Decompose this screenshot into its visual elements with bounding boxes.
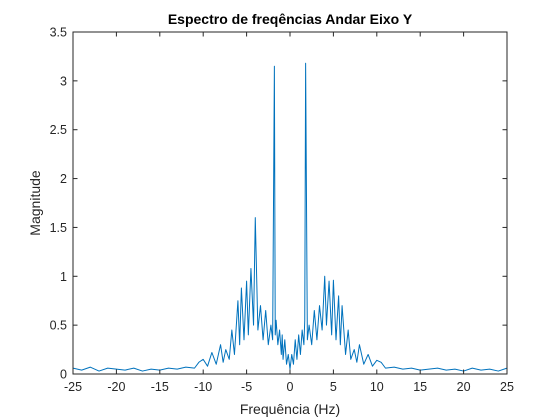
x-tick-label-8: 15: [413, 380, 427, 394]
y-axis-label: Magnitude: [27, 170, 43, 236]
y-tick-label-3: 1.5: [50, 221, 67, 235]
x-tick-label-1: -20: [107, 380, 125, 394]
x-tick-label-7: 10: [370, 380, 384, 394]
y-tick-label-1: 0.5: [50, 319, 67, 333]
x-tick-label-0: -25: [64, 380, 82, 394]
x-tick-label-2: -15: [151, 380, 169, 394]
axes-layer: -25 -20 -15 -10 -5 0 5 10 15 20 25 0 0.5 1 1.5 2 2.5 3 3.5: [50, 26, 514, 395]
x-tick-label-10: 25: [500, 380, 514, 394]
y-tick-label-2: 1: [60, 270, 67, 284]
x-axis-label: Frequência (Hz): [240, 401, 340, 417]
chart-title: Espectro de freqências Andar Eixo Y: [168, 11, 413, 27]
series-layer: [72, 62, 508, 372]
x-tick-label-6: 5: [330, 380, 337, 394]
y-tick-label-6: 3: [60, 74, 67, 88]
x-tick-label-3: -10: [194, 380, 212, 394]
y-tick-label-5: 2.5: [50, 123, 67, 137]
plot-area: [73, 32, 507, 374]
x-tick-label-5: 0: [287, 380, 294, 394]
y-tick-label-4: 2: [60, 172, 67, 186]
x-tick-label-9: 20: [457, 380, 471, 394]
series-line-0: [72, 62, 508, 372]
x-tick-label-4: -5: [241, 380, 252, 394]
y-tick-label-0: 0: [60, 368, 67, 382]
y-tick-label-7: 3.5: [50, 26, 67, 40]
